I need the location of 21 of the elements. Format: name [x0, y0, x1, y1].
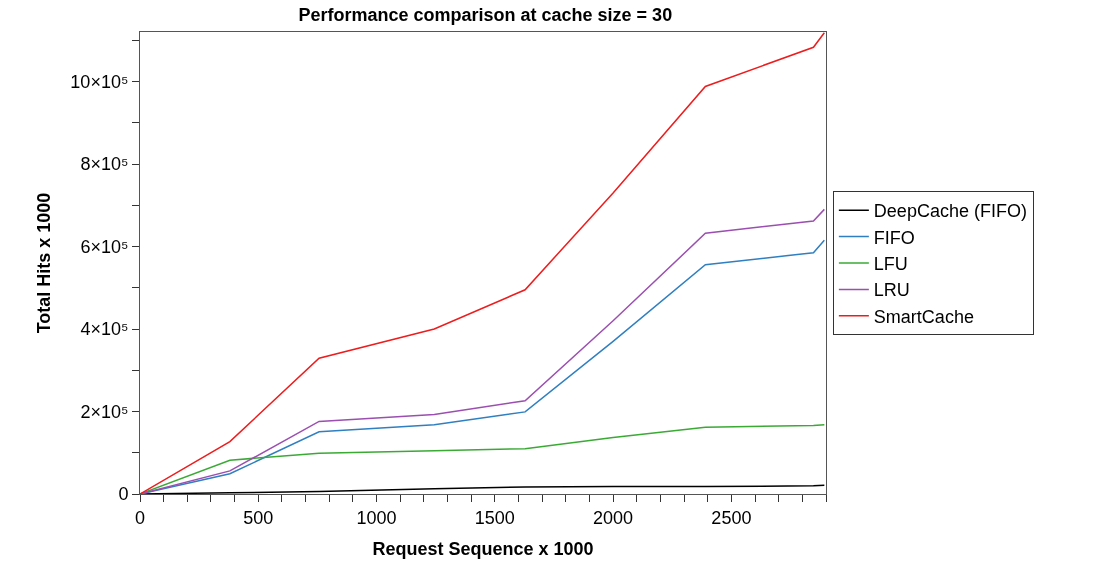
y-tick-label: 2×10⁵	[80, 401, 129, 422]
y-tick-label: 4×10⁵	[80, 319, 129, 340]
y-axis-title: Total Hits x 1000	[33, 192, 54, 334]
x-tick-label: 2000	[593, 507, 634, 528]
x-tick-label: 1500	[474, 507, 515, 528]
x-tick-label: 500	[243, 507, 274, 528]
x-tick-label: 2500	[711, 507, 752, 528]
legend-label: LRU	[873, 280, 910, 301]
line-series	[140, 32, 826, 494]
x-tick-label: 1000	[356, 507, 397, 528]
y-tick-label: 10×10⁵	[70, 71, 129, 92]
chart-title: Performance comparison at cache size = 30	[298, 5, 673, 26]
legend-label: FIFO	[873, 227, 915, 248]
legend-label: DeepCache (FIFO)	[873, 201, 1027, 222]
x-axis-title: Request Sequence x 1000	[372, 538, 594, 559]
y-tick-label: 0	[118, 484, 129, 505]
legend-label: SmartCache	[873, 306, 974, 327]
y-tick-label: 8×10⁵	[80, 154, 129, 175]
legend-label: LFU	[873, 254, 908, 275]
x-tick-label: 0	[134, 507, 146, 528]
y-tick-label: 6×10⁵	[80, 236, 129, 257]
